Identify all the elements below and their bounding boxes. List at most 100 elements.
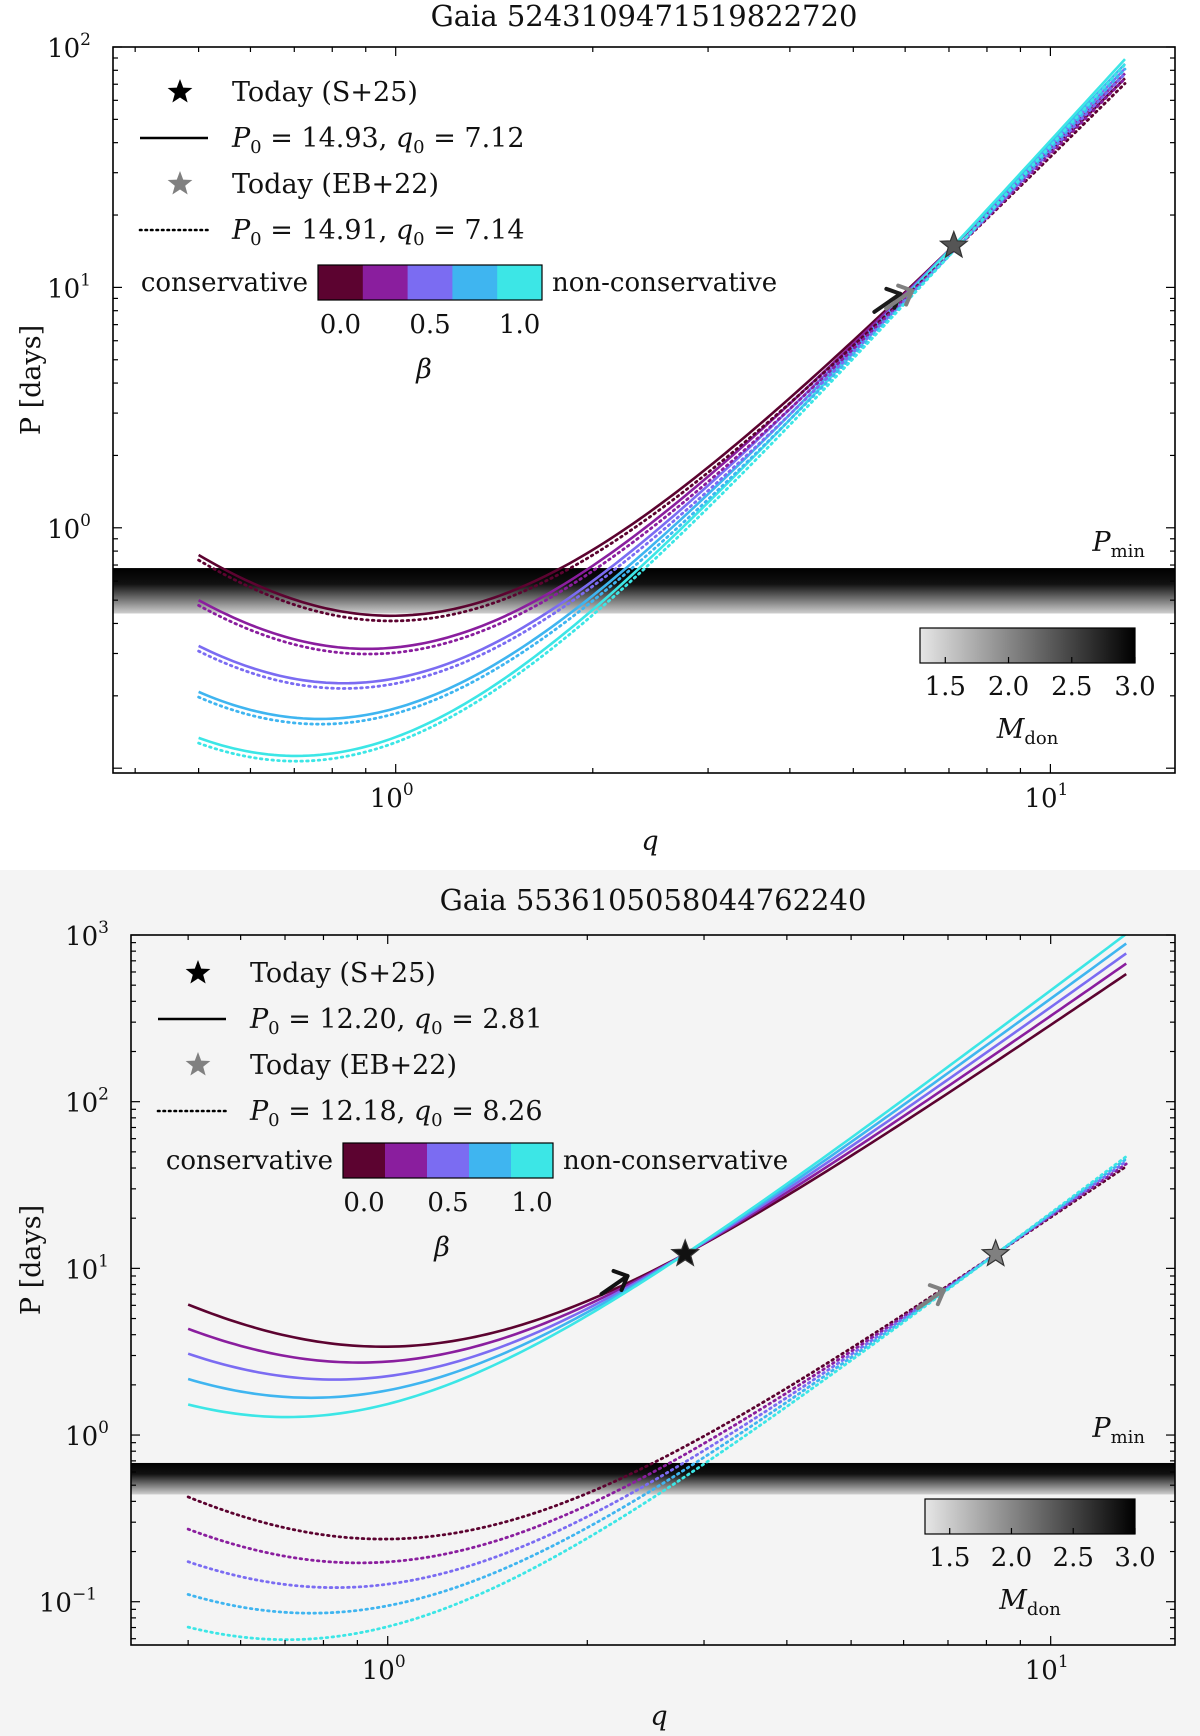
y-tick-exp: 1 [80, 270, 91, 290]
legend-q-sub: 0 [431, 1018, 442, 1039]
dotted-curve-beta-1 [197, 62, 1127, 763]
legend-p-symbol: P [231, 215, 251, 246]
y-tick-label: 100 [47, 511, 91, 545]
x-tick-exp: 0 [403, 780, 414, 800]
legend-q-symbol: q [396, 123, 413, 154]
beta-colorbar-left-label: conservative [141, 268, 308, 298]
beta-colorbar-tick: 0.0 [343, 1188, 384, 1218]
plot-frame [112, 46, 1176, 774]
today-star-0 [670, 1238, 701, 1267]
pmin-sub: min [1111, 1427, 1146, 1448]
mdon-colorbar: 1.5 2.0 2.5 3.0 Mdon [919, 627, 1156, 749]
beta-colorbar-segment [407, 265, 453, 300]
legend-q-value: = 7.12 [425, 123, 525, 154]
beta-colorbar-label: β [433, 1232, 450, 1263]
mdon-symbol: M [996, 714, 1026, 745]
legend-p-sub: 0 [268, 1110, 279, 1131]
pmin-label: Pmin [1091, 1413, 1145, 1448]
mdon-colorbar-tick: 2.5 [1051, 672, 1092, 702]
mdon-sub: don [1027, 1599, 1061, 1620]
legend-p-sub: 0 [250, 137, 261, 158]
beta-colorbar-right-label: non-conservative [552, 268, 777, 298]
y-tick-base: 10 [65, 1422, 98, 1452]
pmin-symbol: P [1091, 527, 1111, 558]
y-tick-exp: 0 [98, 1418, 109, 1438]
legend-today-s25: Today (S+25) [232, 77, 418, 108]
legend: Today (S+25) P0 = 14.93, q0 = 7.12 Today (… [138, 77, 525, 250]
beta-colorbar-right-label: non-conservative [563, 1146, 788, 1176]
x-axis: 100 101 [187, 935, 1069, 1686]
arrow-shaft [915, 1288, 946, 1311]
x-tick-exp: 1 [1058, 780, 1069, 800]
chart-title: Gaia 5536105058044762240 [440, 883, 867, 917]
x-axis-label: q [641, 826, 658, 857]
legend: Today (S+25) P0 = 12.20, q0 = 2.81 Today (… [156, 958, 543, 1131]
beta-colorbar-segment [343, 1143, 386, 1178]
legend-q-value: = 2.81 [443, 1004, 543, 1035]
mdon-colorbar-tick: 1.5 [925, 672, 966, 702]
x-tick-base: 10 [362, 1656, 395, 1686]
x-tick-label: 100 [370, 780, 414, 814]
arrow-head [896, 283, 915, 307]
mdon-colorbar-tick: 3.0 [1114, 1543, 1155, 1573]
legend-q-symbol: q [396, 215, 413, 246]
y-tick-label: 101 [65, 1251, 109, 1285]
y-tick-base: 10 [47, 274, 80, 304]
beta-colorbar: conservative non-conservative 0.0 0.5 1.0 β [141, 264, 777, 385]
y-tick-label: 102 [65, 1085, 109, 1119]
beta-colorbar-segment [385, 1143, 428, 1178]
y-tick-exp: 0 [80, 511, 91, 531]
legend-q-sub: 0 [413, 137, 424, 158]
beta-colorbar-frame [342, 1142, 554, 1179]
mdon-colorbar-gradient [924, 1498, 1136, 1535]
arrow-head [927, 1283, 946, 1307]
pmin-band [113, 568, 1175, 614]
beta-colorbar-tick: 1.0 [511, 1188, 552, 1218]
legend-p-sub: 0 [250, 229, 261, 250]
legend-star-eb22 [167, 171, 193, 195]
y-tick-exp: 2 [80, 30, 91, 50]
beta-colorbar-tick: 1.0 [499, 310, 540, 340]
y-tick-label: 102 [47, 30, 91, 64]
today-star-1 [980, 1238, 1011, 1267]
solid-curve-beta-1 [198, 58, 1126, 758]
legend-today-eb22: Today (EB+22) [250, 1050, 457, 1081]
legend-solid-params: P0 = 14.93, q0 = 7.12 [231, 123, 525, 158]
direction-arrow-0 [599, 1268, 630, 1296]
x-tick-base: 10 [1024, 784, 1057, 814]
y-tick-base: 10 [39, 1589, 72, 1619]
x-tick-base: 10 [370, 784, 403, 814]
chart-title: Gaia 5243109471519822720 [431, 0, 858, 33]
dotted-curve-beta-0.25 [197, 77, 1127, 656]
legend-p-value: = 12.18, [280, 1096, 414, 1127]
mdon-colorbar-tick: 2.0 [988, 672, 1029, 702]
arrow-shaft [884, 288, 915, 311]
y-tick-label: 103 [65, 918, 109, 952]
legend-today-s25: Today (S+25) [250, 958, 436, 989]
direction-arrow-1 [915, 1283, 946, 1311]
beta-colorbar-left-label: conservative [166, 1146, 333, 1176]
beta-colorbar-segment [497, 265, 543, 300]
legend-solid-params: P0 = 12.20, q0 = 2.81 [249, 1004, 543, 1039]
direction-arrow-1 [884, 283, 915, 311]
y-tick-label: 101 [47, 270, 91, 304]
x-axis: 100 101 [134, 47, 1068, 814]
solid-curve-beta-0.25 [197, 72, 1126, 651]
mdon-colorbar-gradient [919, 627, 1136, 664]
pmin-sub: min [1111, 541, 1146, 562]
legend-today-eb22: Today (EB+22) [232, 169, 439, 200]
legend-star-s25 [185, 960, 211, 984]
pmin-label: Pmin [1091, 527, 1145, 562]
beta-colorbar-segment [511, 1143, 554, 1178]
arrow-head [611, 1268, 630, 1292]
x-axis-label: q [650, 1701, 667, 1732]
x-tick-label: 101 [1024, 780, 1068, 814]
beta-colorbar-segment [452, 265, 498, 300]
x-tick-exp: 0 [395, 1652, 406, 1672]
y-tick-label: 100 [65, 1418, 109, 1452]
y-axis-label: P [days] [16, 325, 47, 435]
y-tick-exp: 3 [98, 918, 109, 938]
legend-q-symbol: q [414, 1096, 431, 1127]
